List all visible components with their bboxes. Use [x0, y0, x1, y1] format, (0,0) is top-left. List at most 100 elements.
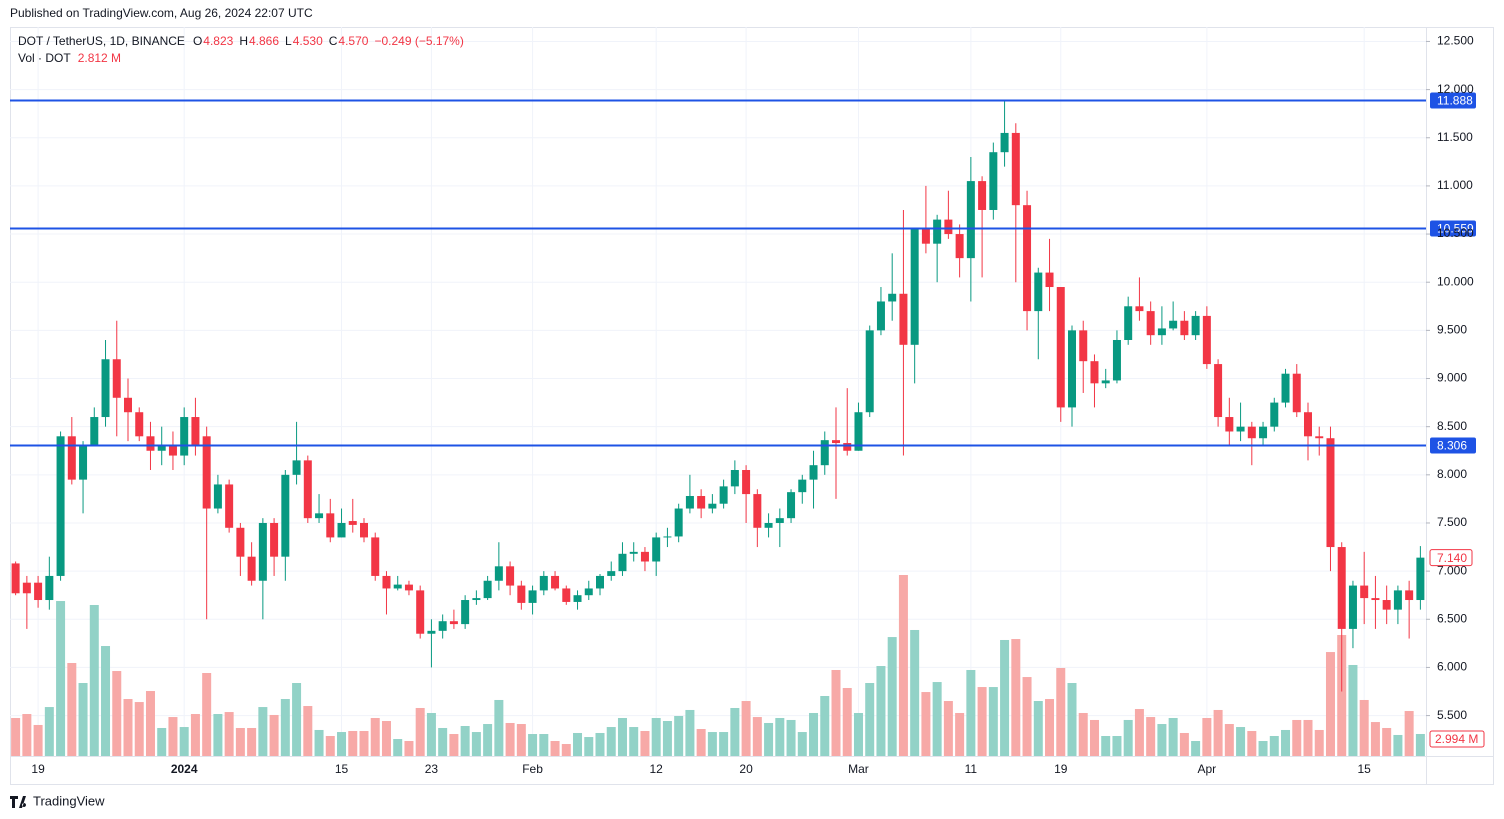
candle-body — [1090, 361, 1099, 384]
y-tick-label: 6.500 — [1437, 611, 1467, 625]
y-tick-label: 10.500 — [1437, 226, 1474, 240]
candle-body — [404, 584, 413, 591]
y-tick-label: 7.000 — [1437, 563, 1467, 577]
candle-body — [685, 496, 694, 509]
level-label-box — [1430, 437, 1476, 454]
candle-body — [1011, 132, 1020, 206]
volume-bar — [145, 691, 155, 756]
candle-body — [1045, 272, 1054, 288]
volume-bar — [325, 736, 335, 756]
volume-bar — [1123, 719, 1133, 756]
volume-bar — [696, 729, 706, 756]
candle-body — [1315, 436, 1324, 439]
candle-body — [1135, 306, 1144, 312]
volume-bar — [1213, 709, 1223, 756]
candle-body — [1337, 547, 1346, 629]
candle-body — [843, 443, 852, 451]
volume-bar — [494, 699, 504, 756]
volume-bar — [1089, 719, 1099, 756]
candle-body — [708, 503, 717, 509]
volume-bar — [842, 687, 852, 756]
candle-body — [1304, 412, 1312, 437]
volume-bar — [629, 727, 639, 756]
x-tick-label: 15 — [335, 762, 349, 776]
candle-body — [1281, 373, 1290, 403]
candle-body — [449, 621, 458, 625]
frame — [10, 27, 1494, 785]
candle-body — [1079, 330, 1088, 362]
candle-body — [764, 522, 773, 528]
y-tick-label: 8.500 — [1437, 419, 1467, 433]
candle-body — [101, 359, 110, 418]
volume-bar — [662, 721, 672, 756]
candle-body — [157, 445, 166, 451]
volume-bar — [1393, 734, 1403, 756]
candle-body — [596, 575, 604, 589]
volume-bar — [617, 717, 627, 756]
volume-bar — [1236, 727, 1246, 756]
volume-bar — [1314, 729, 1324, 756]
volume-bar — [1202, 717, 1212, 756]
volume-bar — [651, 717, 661, 756]
volume-bar — [1269, 736, 1279, 756]
volume-bar — [1382, 727, 1392, 756]
candle-body — [944, 219, 953, 235]
last-close-box — [1429, 549, 1473, 567]
volume-bar — [820, 696, 830, 756]
volume-bar — [584, 737, 594, 756]
candle-body — [270, 522, 279, 557]
volume-bar — [1404, 711, 1414, 756]
volume-bar — [1157, 724, 1167, 756]
volume-bar — [955, 712, 965, 756]
candle-body — [34, 582, 43, 601]
volume-bar — [134, 702, 144, 756]
candle-body — [67, 436, 76, 480]
volume-bar — [247, 727, 257, 756]
volume-bar — [707, 732, 717, 756]
candle-body — [1225, 417, 1234, 432]
legend-value: 4.570 — [338, 34, 368, 48]
candle-body — [607, 571, 616, 576]
level-label: 8.306 — [1437, 439, 1467, 453]
legend-value: 4.866 — [249, 34, 279, 48]
published-note: Published on TradingView.com, Aug 26, 20… — [10, 6, 313, 20]
level-label: 11.888 — [1437, 94, 1473, 108]
candle-body — [506, 566, 515, 586]
volume-bar — [1303, 719, 1313, 756]
volume-pane — [11, 575, 1425, 756]
volume-bar — [505, 722, 515, 756]
candle-body — [427, 630, 436, 634]
volume-bar — [415, 707, 425, 756]
volume-bar — [516, 724, 526, 756]
volume-bar — [550, 741, 560, 756]
candle-body — [1382, 600, 1391, 610]
y-tick-label: 7.500 — [1437, 515, 1467, 529]
candle-body — [775, 518, 784, 523]
candle-body — [1146, 311, 1155, 336]
volume-bar — [809, 712, 819, 756]
candle-body — [1157, 328, 1166, 336]
candle-body — [1371, 598, 1380, 601]
candle-body — [168, 445, 177, 456]
volume-bar — [235, 727, 245, 756]
volume-bar — [977, 687, 987, 756]
candle-body — [899, 293, 908, 345]
volume-bar — [921, 692, 931, 756]
volume-bar — [112, 671, 122, 756]
volume-bar — [449, 734, 459, 756]
candle-body — [674, 508, 683, 537]
volume-bar — [786, 719, 796, 756]
candle-body — [910, 229, 919, 345]
volume-bar — [101, 646, 111, 756]
volume-bar — [1415, 733, 1425, 756]
candle-body — [236, 527, 245, 557]
candle-body — [989, 152, 998, 210]
candle-body — [1236, 426, 1245, 432]
candle-body — [382, 575, 391, 589]
last-volume-label: 2.994 M — [1435, 732, 1478, 746]
volume-bar — [314, 729, 324, 756]
candle-body — [888, 293, 897, 302]
volume-bar — [1112, 736, 1122, 756]
candle-body — [1214, 364, 1223, 418]
